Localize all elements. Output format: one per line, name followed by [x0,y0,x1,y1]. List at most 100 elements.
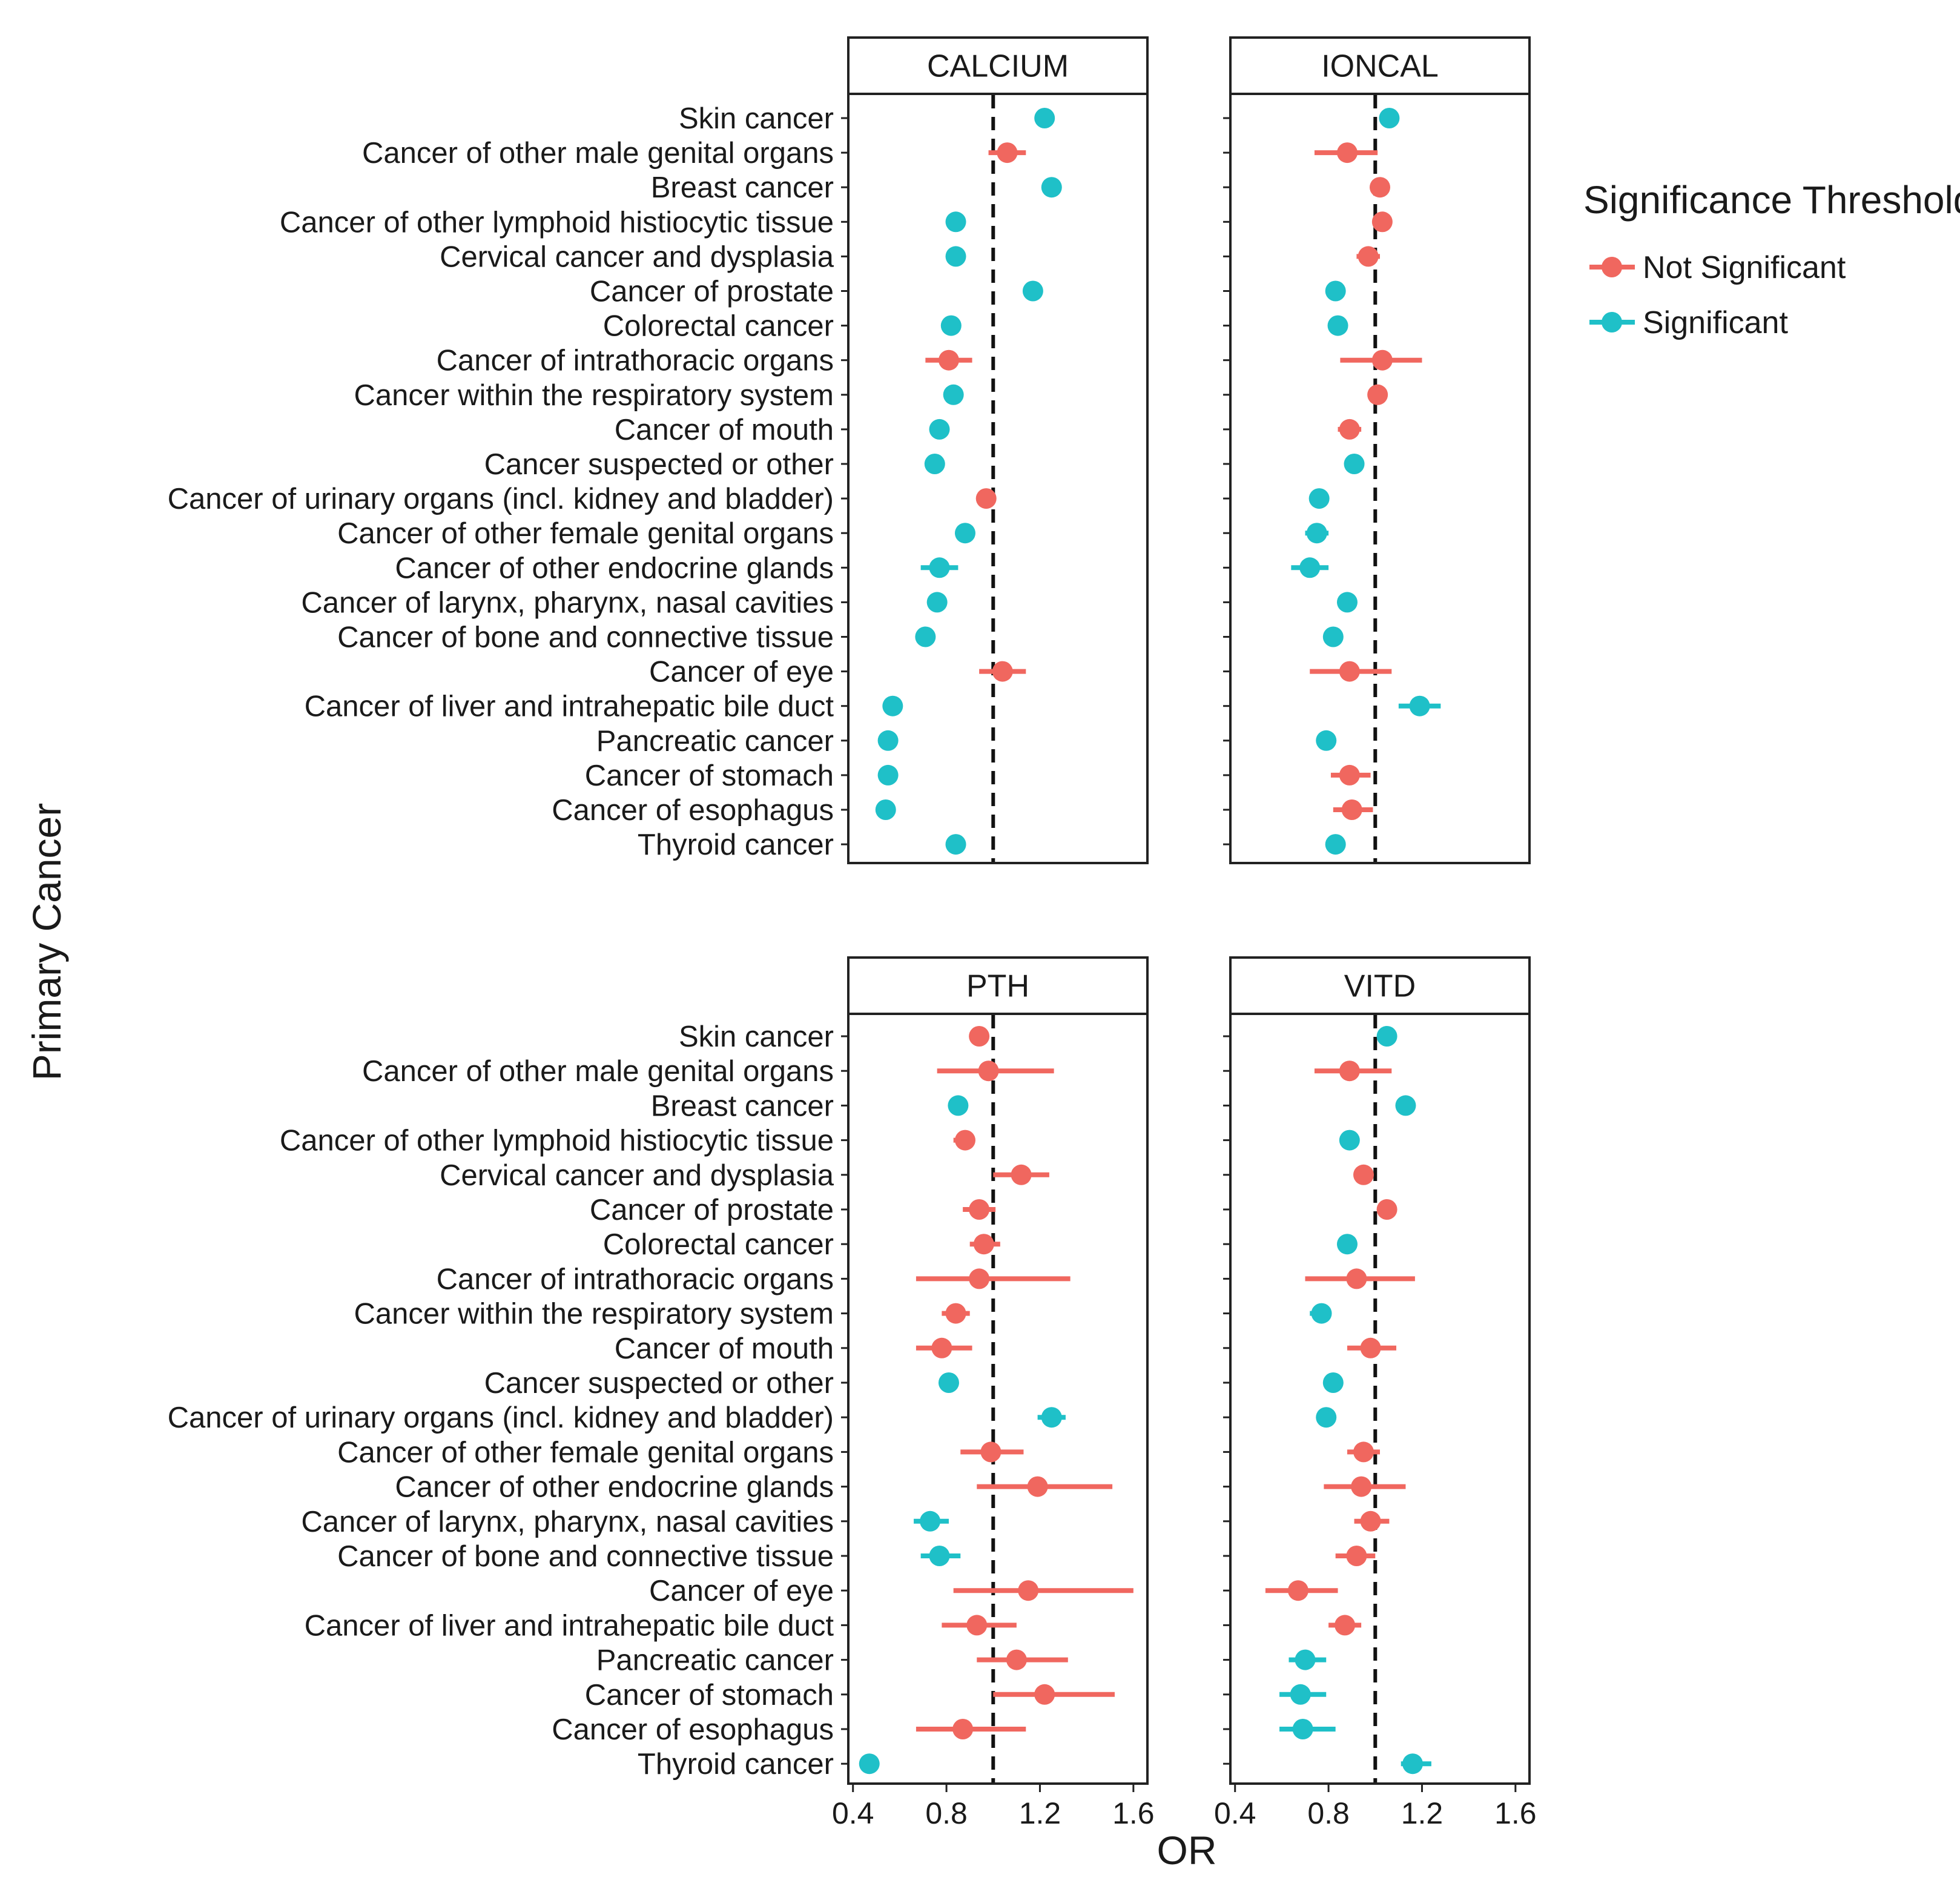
point-vitd-cancer-of-stomach [1290,1684,1311,1705]
point-vitd-cancer-suspected-or-other [1322,1372,1344,1393]
point-pth-cancer-of-other-lymphoid-histiocytic-tissue [954,1130,975,1151]
y-tick-label-cancer-of-eye: Cancer of eye [649,1575,834,1607]
x-tick-label-vitd-0: 0.4 [1214,1796,1256,1830]
y-tick-label-pancreatic-cancer: Pancreatic cancer [596,725,834,758]
y-tick-label-cancer-of-urinary-organs-incl-kidney-and-bladder: Cancer of urinary organs (incl. kidney a… [168,1401,834,1434]
strip-label-ioncal: IONCAL [1321,49,1439,84]
y-tick-label-cancer-of-other-endocrine-glands: Cancer of other endocrine glands [395,552,834,584]
point-calcium-cervical-cancer-and-dysplasia [945,246,966,267]
y-tick-label-cancer-of-other-male-genital-organs: Cancer of other male genital organs [362,137,834,170]
point-calcium-skin-cancer [1034,108,1055,128]
y-tick-label-cancer-of-intrathoracic-organs: Cancer of intrathoracic organs [437,345,834,377]
x-tick-label-pth-0: 0.4 [832,1796,874,1830]
x-axis-title: OR [1157,1828,1217,1873]
point-vitd-cancer-of-urinary-organs-incl-kidney-and-bladder [1316,1407,1337,1428]
point-ioncal-cancer-suspected-or-other [1344,454,1365,474]
point-pth-breast-cancer [948,1095,969,1116]
point-calcium-breast-cancer [1041,177,1062,198]
point-calcium-cancer-of-prostate [1022,280,1043,302]
point-calcium-cancer-of-other-lymphoid-histiocytic-tissue [945,211,966,233]
y-tick-label-cancer-of-mouth: Cancer of mouth [615,1332,834,1365]
strip-label-calcium: CALCIUM [927,49,1069,84]
point-ioncal-cancer-of-esophagus [1341,799,1362,820]
y-tick-label-cancer-of-mouth: Cancer of mouth [615,414,834,446]
y-tick-label-cancer-suspected-or-other: Cancer suspected or other [484,448,834,481]
point-calcium-cancer-of-other-endocrine-glands [929,557,950,578]
point-pth-cancer-of-intrathoracic-organs [969,1268,990,1289]
y-tick-label-cancer-of-bone-and-connective-tissue: Cancer of bone and connective tissue [337,1540,834,1573]
y-tick-label-cervical-cancer-and-dysplasia: Cervical cancer and dysplasia [440,240,834,273]
point-ioncal-skin-cancer [1379,108,1400,128]
point-pth-cancer-suspected-or-other [938,1372,959,1393]
legend-label-not-significant: Not Significant [1643,250,1846,285]
point-ioncal-cancer-of-mouth [1339,418,1360,440]
legend: Significance Threshold Not Significant S… [1583,178,1960,340]
y-tick-label-cancer-of-other-female-genital-organs: Cancer of other female genital organs [337,1436,834,1469]
y-tick-label-cancer-of-esophagus: Cancer of esophagus [552,1713,834,1746]
point-pth-cancer-of-esophagus [952,1719,974,1739]
point-vitd-cancer-of-eye [1287,1580,1308,1601]
y-tick-label-cancer-of-stomach: Cancer of stomach [585,1679,834,1712]
strip-label-vitd: VITD [1344,969,1416,1004]
point-ioncal-thyroid-cancer [1325,834,1346,855]
y-tick-label-cancer-of-other-endocrine-glands: Cancer of other endocrine glands [395,1471,834,1504]
point-vitd-colorectal-cancer [1336,1234,1358,1255]
y-tick-label-cervical-cancer-and-dysplasia: Cervical cancer and dysplasia [440,1159,834,1192]
point-vitd-cancer-of-bone-and-connective-tissue [1346,1546,1367,1566]
point-pth-cancer-of-bone-and-connective-tissue [929,1546,950,1566]
point-vitd-cancer-within-the-respiratory-system [1311,1303,1332,1324]
x-tick-label-pth-3: 1.6 [1112,1796,1155,1830]
point-pth-cancer-of-other-endocrine-glands [1027,1476,1048,1497]
point-vitd-cancer-of-esophagus [1292,1719,1313,1739]
panel-frame-calcium [847,93,1149,864]
point-ioncal-cancer-of-larynx-pharynx-nasal-cavities [1336,592,1358,613]
legend-label-significant: Significant [1643,305,1788,340]
point-calcium-cancer-of-urinary-organs-incl-kidney-and-bladder [975,488,997,509]
y-tick-label-cancer-of-other-lymphoid-histiocytic-tissue: Cancer of other lymphoid histiocytic tis… [280,206,834,239]
point-calcium-cancer-within-the-respiratory-system [943,384,964,405]
point-ioncal-cancer-of-intrathoracic-organs [1371,349,1393,371]
x-tick-label-vitd-2: 1.2 [1401,1796,1444,1830]
point-calcium-cancer-of-liver-and-intrahepatic-bile-duct [882,695,903,716]
point-vitd-cancer-of-larynx-pharynx-nasal-cavities [1360,1510,1381,1532]
y-tick-label-cancer-of-prostate: Cancer of prostate [590,276,834,308]
point-pth-skin-cancer [969,1026,990,1047]
point-ioncal-cancer-of-bone-and-connective-tissue [1322,626,1344,647]
y-tick-label-colorectal-cancer: Colorectal cancer [603,310,834,343]
x-tick-label-pth-1: 0.8 [925,1796,968,1830]
panel-frame-vitd [1229,1013,1531,1785]
y-axis-title: Primary Cancer [24,803,69,1080]
facet-panels: CALCIUM Skin cancer Cancer of other male g… [168,36,1537,1830]
point-ioncal-cervical-cancer-and-dysplasia [1358,246,1379,267]
point-calcium-cancer-of-esophagus [875,799,896,820]
point-ioncal-cancer-of-other-endocrine-glands [1299,557,1321,578]
point-calcium-cancer-of-other-male-genital-organs [997,142,1018,164]
point-ioncal-cancer-of-urinary-organs-incl-kidney-and-bladder [1308,488,1330,509]
point-pth-cancer-of-urinary-organs-incl-kidney-and-bladder [1041,1407,1062,1428]
point-vitd-cancer-of-other-female-genital-organs [1353,1441,1374,1463]
point-pth-cancer-of-eye [1018,1580,1039,1601]
point-ioncal-cancer-of-stomach [1339,764,1360,786]
panel-frame-pth [847,1013,1149,1785]
y-tick-label-thyroid-cancer: Thyroid cancer [638,829,834,861]
point-vitd-breast-cancer [1395,1095,1416,1116]
y-tick-label-colorectal-cancer: Colorectal cancer [603,1228,834,1261]
point-vitd-cancer-of-liver-and-intrahepatic-bile-duct [1335,1615,1356,1636]
y-tick-label-cancer-of-stomach: Cancer of stomach [585,759,834,792]
point-ioncal-pancreatic-cancer [1316,730,1337,751]
point-ioncal-cancer-of-other-female-genital-organs [1306,523,1327,544]
panel-ioncal: IONCAL [1223,36,1531,864]
point-ioncal-cancer-of-other-male-genital-organs [1336,142,1358,164]
point-pth-cancer-within-the-respiratory-system [945,1303,966,1324]
y-tick-label-skin-cancer: Skin cancer [679,1021,834,1053]
panel-frame-ioncal [1229,93,1531,864]
y-tick-label-cancer-of-prostate: Cancer of prostate [590,1194,834,1226]
point-vitd-pancreatic-cancer [1295,1649,1316,1670]
point-vitd-cancer-of-other-male-genital-organs [1339,1060,1360,1082]
point-pth-cancer-of-prostate [969,1199,990,1220]
point-pth-cancer-of-liver-and-intrahepatic-bile-duct [966,1615,988,1636]
point-calcium-cancer-of-larynx-pharynx-nasal-cavities [926,592,948,613]
y-tick-label-cancer-of-liver-and-intrahepatic-bile-duct: Cancer of liver and intrahepatic bile du… [305,1609,834,1642]
